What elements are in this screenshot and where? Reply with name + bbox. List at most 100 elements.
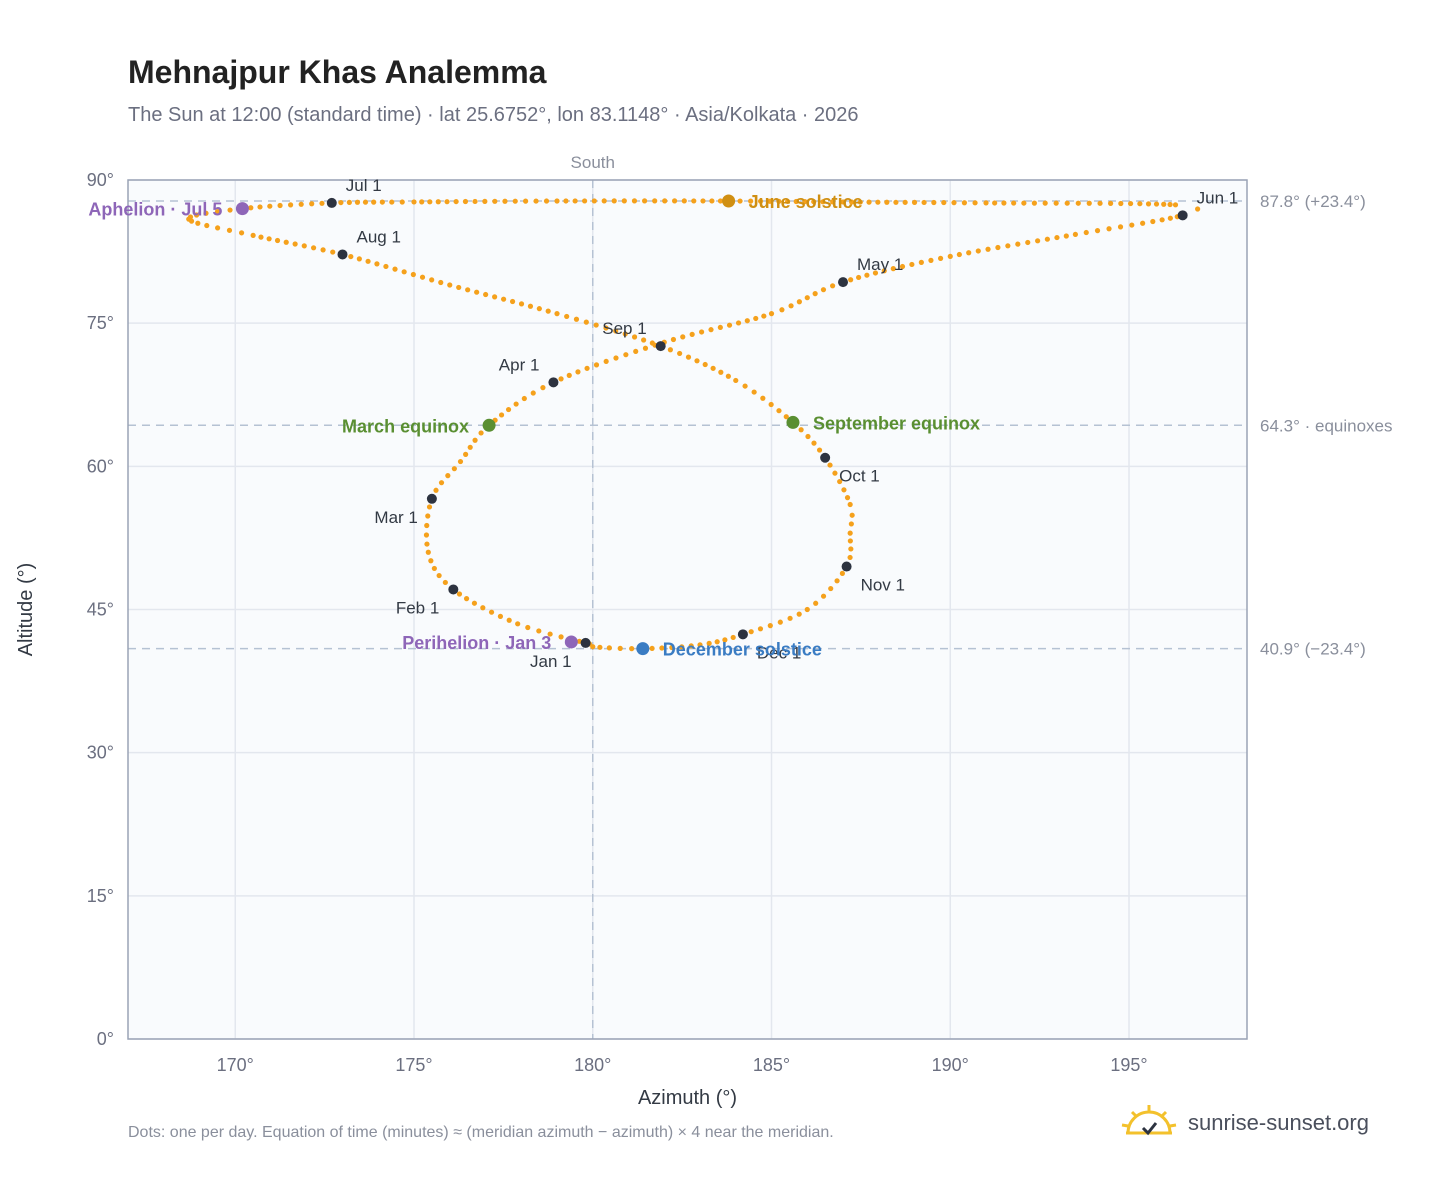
month-label: Sep 1 xyxy=(602,319,646,338)
daily-dot xyxy=(893,199,899,205)
event-label: September equinox xyxy=(813,413,980,433)
daily-dot xyxy=(699,329,705,335)
daily-dot xyxy=(899,263,906,270)
daily-dot xyxy=(584,365,590,371)
daily-dot xyxy=(820,593,827,599)
month-marker xyxy=(655,341,666,352)
month-marker xyxy=(1177,210,1188,221)
daily-dot xyxy=(844,495,851,501)
daily-dot xyxy=(827,462,833,468)
daily-dot xyxy=(593,322,599,328)
daily-dot xyxy=(642,345,649,351)
daily-dot xyxy=(509,298,516,305)
y-tick-label: 60° xyxy=(87,456,114,476)
daily-dot xyxy=(488,609,495,615)
daily-dot xyxy=(497,613,504,619)
daily-dot xyxy=(779,307,785,313)
daily-dot xyxy=(796,611,802,617)
daily-dot xyxy=(258,234,264,240)
daily-dot xyxy=(1053,200,1059,206)
daily-dot xyxy=(597,644,603,650)
daily-dot xyxy=(659,645,665,651)
daily-dot xyxy=(748,198,754,204)
daily-dot xyxy=(453,198,459,205)
daily-dot xyxy=(966,250,972,256)
daily-dot xyxy=(1140,220,1146,226)
daily-dot xyxy=(457,458,464,465)
daily-dot xyxy=(1075,200,1081,206)
daily-dot xyxy=(204,222,210,229)
daily-dot xyxy=(558,376,564,382)
daily-dot xyxy=(956,251,962,258)
daily-dot xyxy=(1031,200,1037,206)
daily-dot xyxy=(383,263,389,270)
daily-dot xyxy=(472,198,478,205)
daily-dot xyxy=(463,451,469,457)
daily-dot xyxy=(573,316,580,322)
daily-dot xyxy=(768,401,774,408)
daily-dot xyxy=(1086,200,1092,206)
daily-dot xyxy=(796,299,802,305)
event-marker xyxy=(636,642,650,656)
month-marker xyxy=(820,452,831,463)
month-label: Nov 1 xyxy=(861,576,905,595)
daily-dot xyxy=(1063,233,1069,239)
daily-dot xyxy=(685,354,692,360)
daily-dot xyxy=(848,277,854,283)
brand-name: sunrise-sunset.org xyxy=(1188,1110,1369,1135)
brand[interactable]: sunrise-sunset.org xyxy=(1120,1103,1369,1143)
daily-dot xyxy=(498,412,505,418)
daily-dot xyxy=(374,261,380,267)
altitude-reference-label: 64.3° · equinoxes xyxy=(1260,416,1393,435)
daily-dot xyxy=(533,198,539,204)
daily-dot xyxy=(767,623,773,629)
y-axis-title: Altitude (°) xyxy=(15,563,37,657)
month-marker xyxy=(580,637,591,648)
month-marker xyxy=(426,493,437,504)
daily-dot xyxy=(435,199,441,205)
event-label: March equinox xyxy=(342,416,469,436)
daily-dot xyxy=(783,414,789,420)
daily-dot xyxy=(451,466,457,472)
daily-dot xyxy=(848,546,854,552)
daily-dot xyxy=(811,440,817,446)
daily-dot xyxy=(365,258,371,264)
event-marker xyxy=(482,418,496,432)
month-marker xyxy=(737,629,748,640)
daily-dot xyxy=(902,199,908,205)
daily-dot xyxy=(195,220,201,226)
daily-dot xyxy=(931,199,937,206)
daily-dot xyxy=(425,549,431,555)
daily-dot xyxy=(798,427,804,433)
daily-dot xyxy=(737,198,743,204)
month-label: Oct 1 xyxy=(839,467,880,486)
daily-dot xyxy=(399,199,405,205)
daily-dot xyxy=(467,444,473,450)
daily-dot xyxy=(722,637,728,643)
daily-dot xyxy=(1044,236,1050,242)
plot-frame xyxy=(127,179,1248,1040)
daily-dot xyxy=(847,501,853,508)
daily-dot xyxy=(518,301,525,307)
daily-dot xyxy=(694,358,700,364)
month-marker xyxy=(337,249,348,260)
daily-dot xyxy=(1025,239,1031,246)
daily-dot xyxy=(631,334,638,340)
daily-dot xyxy=(226,227,233,233)
daily-dot xyxy=(735,320,742,326)
daily-dot xyxy=(733,377,739,384)
daily-dot xyxy=(456,591,463,597)
daily-dot xyxy=(492,198,498,204)
daily-dot xyxy=(371,199,377,205)
daily-dot xyxy=(419,199,425,205)
event-marker xyxy=(722,194,736,208)
daily-dot xyxy=(847,538,853,544)
daily-dot xyxy=(633,348,639,355)
daily-dot xyxy=(287,202,294,208)
daily-dot xyxy=(623,352,629,358)
daily-dot xyxy=(431,565,437,572)
daily-dot xyxy=(462,198,469,205)
daily-dot xyxy=(536,306,542,312)
daily-dot xyxy=(188,218,195,224)
